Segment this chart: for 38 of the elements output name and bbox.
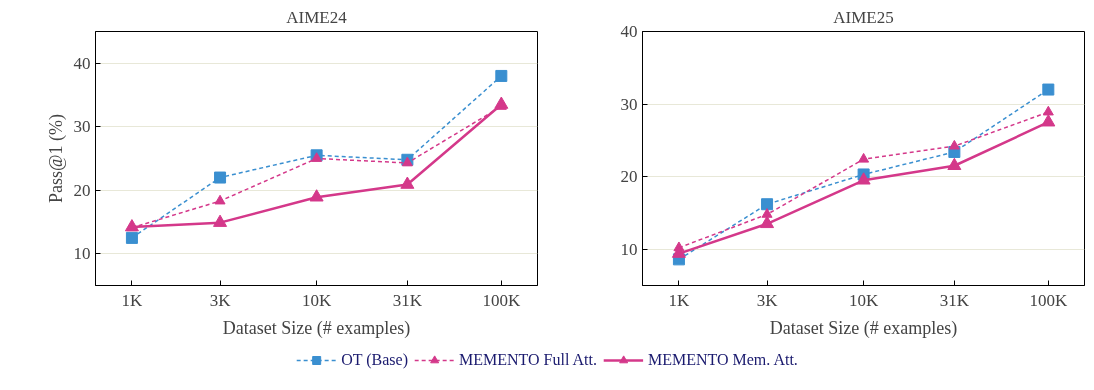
chart-title: AIME25 (833, 7, 894, 27)
x-tick-label: 100K (482, 290, 521, 310)
point (858, 152, 870, 163)
point (309, 189, 324, 202)
point (400, 176, 415, 189)
x-tick-label: 3K (756, 290, 779, 310)
point (125, 231, 138, 244)
y-tick-label: 30 (73, 117, 91, 137)
x-axis-title: Dataset Size (# examples) (222, 317, 411, 339)
x-tick-label: 31K (939, 290, 970, 310)
x-tick-label: 3K (209, 290, 232, 310)
point (1042, 105, 1054, 116)
x-axis-title: Dataset Size (# examples) (769, 317, 958, 339)
point (856, 172, 871, 185)
chart-title: AIME24 (286, 7, 348, 27)
legend-label: OT (Base) (341, 351, 408, 369)
x-tick-label: 31K (392, 290, 423, 310)
point (1042, 83, 1055, 96)
x-tick-label: 1K (668, 290, 691, 310)
y-tick-label: 10 (620, 239, 638, 259)
y-tick-label: 40 (73, 53, 91, 73)
y-tick-label: 20 (620, 167, 638, 187)
point (494, 96, 509, 109)
y-axis-title: Pass@1 (%) (45, 113, 67, 204)
x-tick-label: 100K (1029, 290, 1068, 310)
y-tick-label: 20 (73, 180, 91, 200)
x-tick-label: 10K (848, 290, 879, 310)
y-tick-label: 30 (620, 94, 638, 114)
point (1041, 114, 1056, 127)
x-tick-label: 10K (301, 290, 332, 310)
y-tick-label: 40 (620, 22, 638, 41)
legend-label: MEMENTO Mem. Att. (647, 351, 798, 369)
point (495, 69, 508, 82)
point (947, 157, 962, 171)
y-tick-label: 10 (73, 244, 91, 264)
x-tick-label: 1K (121, 290, 144, 310)
legend-label: MEMENTO Full Att. (458, 351, 597, 369)
point (948, 139, 960, 150)
